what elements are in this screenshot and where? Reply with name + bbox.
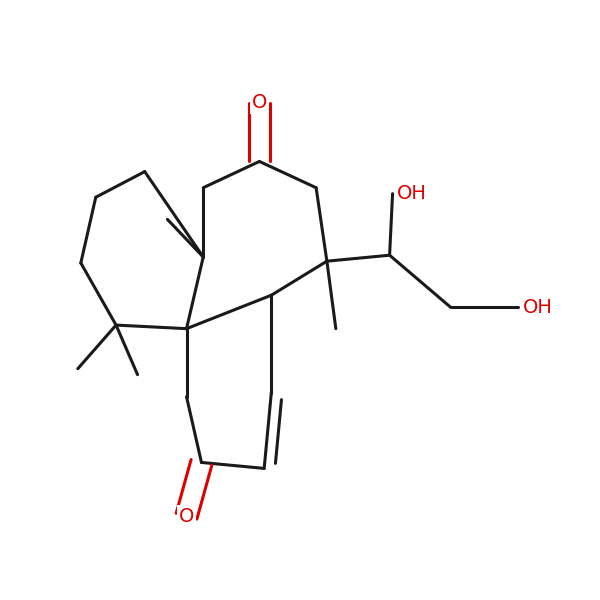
Text: OH: OH xyxy=(397,184,427,203)
Text: O: O xyxy=(179,506,194,526)
Text: OH: OH xyxy=(523,298,553,317)
Text: O: O xyxy=(252,94,267,112)
